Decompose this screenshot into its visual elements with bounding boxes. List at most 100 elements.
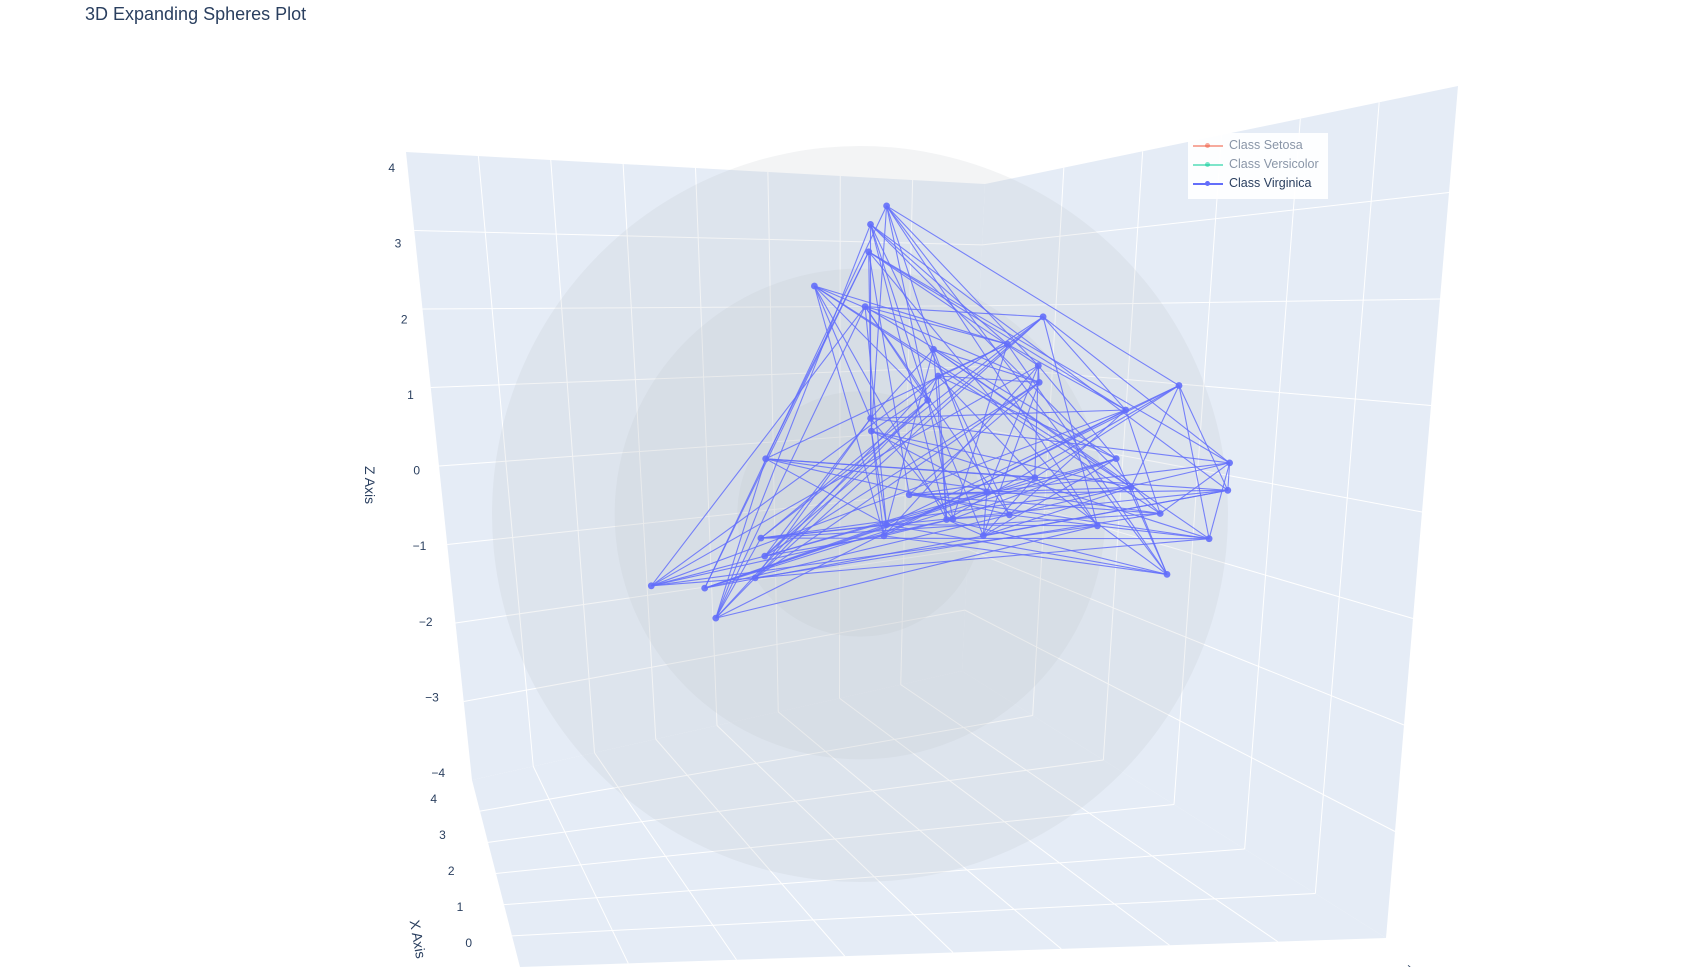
data-point xyxy=(712,614,720,622)
data-point xyxy=(701,584,709,592)
right-wall-grid-line xyxy=(976,366,1432,406)
series-line xyxy=(765,343,1008,460)
series-line xyxy=(864,306,1008,345)
series-line xyxy=(1042,316,1127,411)
series-line xyxy=(754,316,1044,579)
series-line xyxy=(886,205,1039,367)
series-line xyxy=(933,348,1040,383)
data-point xyxy=(1205,535,1213,543)
data-point xyxy=(943,516,950,523)
x-axis-title: X Axis xyxy=(407,919,430,960)
series-line xyxy=(870,224,1010,516)
back-wall-grid-line xyxy=(414,230,983,246)
z-tick-label: −2 xyxy=(419,615,433,629)
right-wall-grid-line xyxy=(964,609,1396,832)
series-line xyxy=(1034,477,1168,575)
series-line xyxy=(754,418,872,579)
data-point xyxy=(867,415,874,422)
series-line xyxy=(813,285,885,536)
series-line xyxy=(1009,409,1127,516)
axis-titles: Z Axis X Axis xyxy=(362,466,429,960)
legend-marker-icon xyxy=(1205,162,1210,167)
data-point xyxy=(883,521,890,529)
floor-grid-line xyxy=(487,759,1104,843)
floor-grid-line xyxy=(511,893,1316,937)
series-line xyxy=(869,224,929,401)
data-point xyxy=(811,282,818,290)
legend: Class Setosa Class Versicolor Class Virg… xyxy=(1188,133,1328,199)
series-line xyxy=(1227,462,1231,491)
series-line xyxy=(651,555,765,587)
series-line xyxy=(1178,385,1229,491)
data-point xyxy=(865,248,873,256)
series-line xyxy=(864,306,887,525)
z-tick-label: 1 xyxy=(407,388,414,402)
right-wall xyxy=(962,86,1458,938)
data-point xyxy=(905,491,913,499)
back-wall-grid-line xyxy=(422,305,980,310)
legend-marker-icon xyxy=(1205,143,1210,148)
z-tick-label: 4 xyxy=(388,161,395,175)
series-line xyxy=(909,486,1132,496)
series-line xyxy=(927,375,939,401)
data-point xyxy=(1175,382,1183,389)
y-tick-label: −4 xyxy=(1403,960,1423,967)
series-line xyxy=(704,491,987,589)
series-line xyxy=(865,306,1044,318)
data-point xyxy=(861,303,869,310)
series-line xyxy=(814,285,1040,383)
floor xyxy=(472,671,1386,967)
data-point xyxy=(1004,340,1011,348)
legend-label: Class Virginica xyxy=(1229,176,1312,190)
data-point xyxy=(930,345,937,353)
series-line xyxy=(870,409,1126,419)
right-wall-grid-line xyxy=(973,427,1423,513)
data-point xyxy=(979,532,987,539)
series-line xyxy=(1007,343,1126,411)
series-line xyxy=(870,418,954,520)
series-line xyxy=(908,381,1040,496)
series-line xyxy=(1115,458,1168,575)
data-point xyxy=(647,582,655,590)
data-point xyxy=(983,488,991,496)
series-line xyxy=(764,381,1040,557)
series-line xyxy=(864,306,1010,516)
series-line xyxy=(1042,316,1098,526)
z-tick-label: 3 xyxy=(395,237,402,251)
right-wall-grid-line xyxy=(970,487,1414,619)
z-tick-label: 0 xyxy=(413,464,420,478)
series-line xyxy=(886,205,1168,575)
series-line xyxy=(651,365,1039,587)
series-line xyxy=(937,375,948,520)
chart-title: 3D Expanding Spheres Plot xyxy=(85,4,307,24)
series-line xyxy=(814,285,929,401)
legend-item-virginica[interactable]: Class Virginica xyxy=(1188,175,1328,194)
legend-item-versicolor[interactable]: Class Versicolor xyxy=(1188,156,1328,175)
data-point xyxy=(1039,313,1047,321)
data-point xyxy=(883,202,890,210)
series-line xyxy=(864,306,1117,460)
series-line xyxy=(1009,462,1230,516)
floor-grid-line xyxy=(479,715,1033,812)
series-line xyxy=(886,205,1180,386)
series-line xyxy=(715,224,872,619)
right-wall-grid-line xyxy=(967,548,1405,726)
data-point xyxy=(880,532,888,540)
data-point xyxy=(867,221,874,228)
series-line xyxy=(650,306,866,587)
series-line xyxy=(754,399,929,579)
sphere-1 xyxy=(737,391,983,637)
series-line xyxy=(651,518,954,587)
data-point xyxy=(757,534,765,542)
series-line xyxy=(870,431,887,525)
series-line xyxy=(871,316,1044,432)
series-line xyxy=(1034,385,1180,479)
floor-grid-line xyxy=(503,848,1245,906)
back-wall-grid-line xyxy=(463,609,965,702)
legend-item-setosa[interactable]: Class Setosa xyxy=(1188,137,1328,156)
series-line xyxy=(704,205,888,589)
series-line xyxy=(1042,316,1230,464)
series-line xyxy=(764,316,1044,557)
series-line xyxy=(946,385,1180,520)
